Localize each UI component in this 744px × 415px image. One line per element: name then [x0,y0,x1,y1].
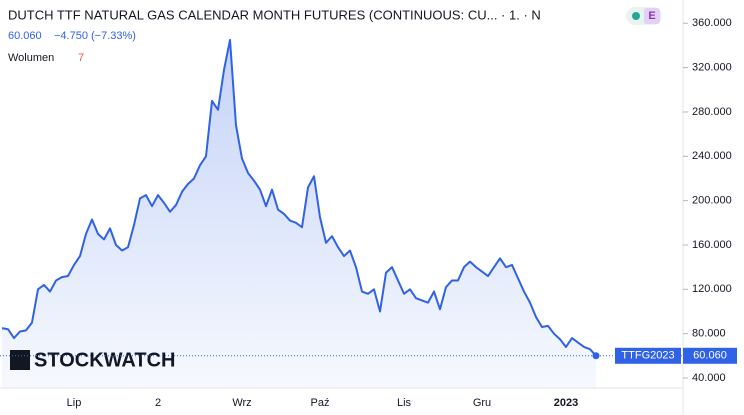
y-tick-label: 40.000 [692,372,726,384]
y-tick-label: 200.000 [692,195,732,207]
area [2,39,596,389]
price-tag: 60.060 [693,350,727,362]
y-tick-label: 160.000 [692,239,732,251]
y-tick-label: 280.000 [692,106,732,118]
chart-title: DUTCH TTF NATURAL GAS CALENDAR MONTH FUT… [8,7,541,22]
price-tag-bg [683,347,737,364]
price-line [1,38,597,357]
x-tick-label: Gru [473,397,491,409]
volume-label: Wolumen [8,52,54,64]
watermark: STOCKWATCH [34,349,175,371]
symbol-tag-bg [615,347,681,364]
x-tick-label: Paź [311,397,330,409]
y-tick-label: 360.000 [692,17,732,29]
x-tick-label: 2023 [554,397,578,409]
x-tick-label: Lis [397,397,412,409]
last-point [592,352,600,360]
x-tick-label: Wrz [232,397,251,409]
y-tick-label: 320.000 [692,62,732,74]
volume-value: 7 [78,52,84,64]
y-tick-label: 240.000 [692,150,732,162]
watermark-icon [10,350,30,370]
price-change: −4.750 (−7.33%) [54,30,136,42]
badge-box [644,8,660,24]
last-price: 60.060 [8,30,42,42]
y-tick-label: 80.000 [692,328,726,340]
x-tick-label: 2 [155,397,161,409]
badge[interactable]: E [648,10,655,22]
status-dot [632,12,640,20]
y-tick-label: 120.000 [692,283,732,295]
symbol-tag: TTFG2023 [621,350,674,362]
x-tick-label: Lip [67,397,82,409]
